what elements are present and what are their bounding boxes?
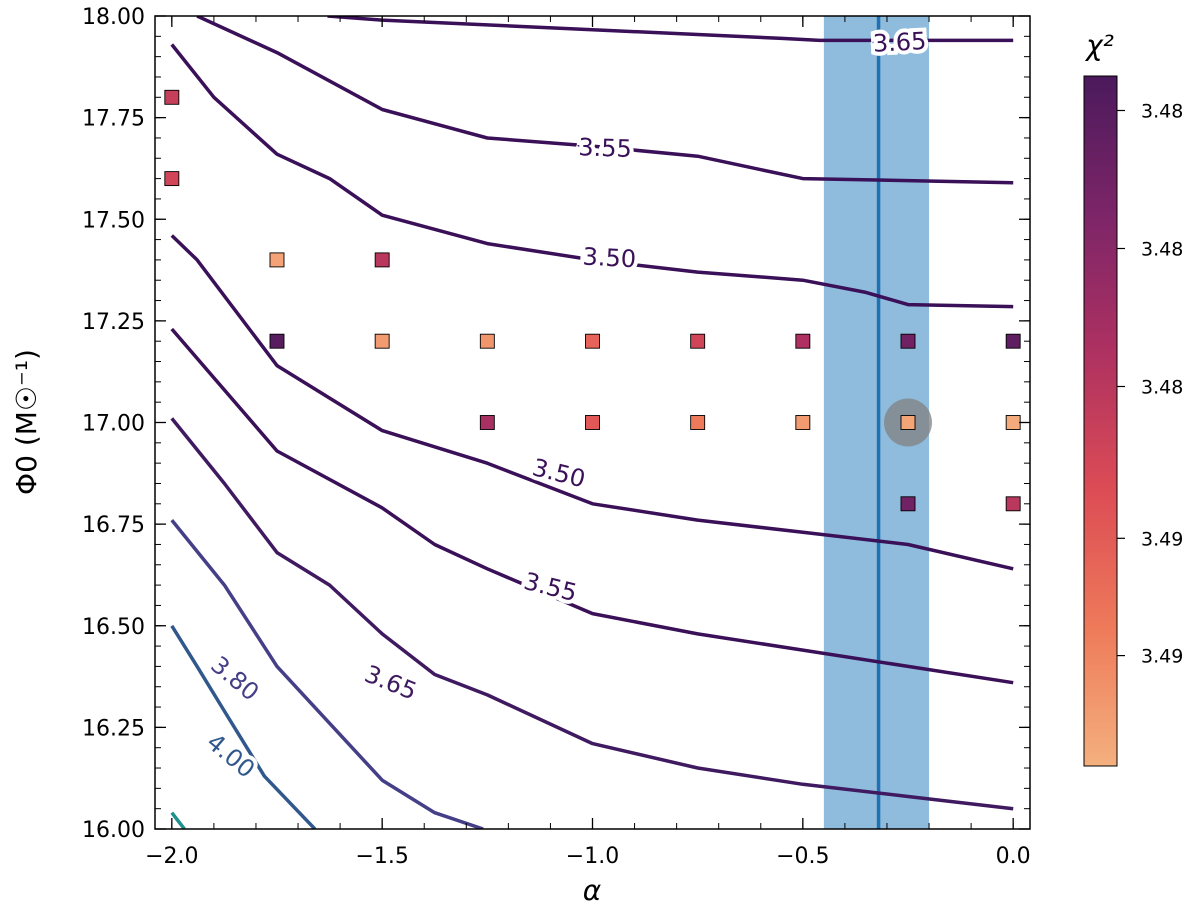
colorbar-tick-label: 3.48 [1141, 377, 1183, 399]
axis-ticks: −2.0 −1.5 −1.0 −0.5 0.0 16.00 16.25 16.50 16.75 1… [82, 5, 1031, 869]
colorbar [1083, 75, 1118, 767]
grid-point [1005, 333, 1021, 349]
contour-line [170, 43, 1014, 309]
colorbar-tick-label: 3.48 [1141, 101, 1183, 123]
contour-line [170, 518, 484, 829]
grid-point [900, 496, 916, 512]
grid-point [690, 415, 706, 430]
contour-label: 3.55 [578, 133, 632, 163]
colorbar-tick-label: 3.49 [1141, 528, 1183, 550]
x-tick-label: −1.5 [355, 844, 408, 869]
colorbar-tick-label: 3.49 [1141, 646, 1183, 668]
contour-label-halo: 3.55 [578, 133, 632, 163]
contour-label: 3.50 [582, 243, 637, 274]
grid-point [900, 415, 916, 430]
contour-label-halo: 3.50 [582, 243, 637, 274]
y-tick-label: 17.50 [82, 208, 145, 233]
grid-point [374, 333, 390, 349]
grid-point [795, 333, 811, 349]
contour-line [170, 811, 186, 829]
contour-label: 3.65 [361, 660, 421, 706]
grid-points [164, 89, 1021, 512]
grid-point [479, 333, 495, 349]
contour-label-halo: 3.65 [872, 27, 927, 58]
grid-point [269, 333, 285, 349]
x-axis-label: α [583, 874, 602, 907]
grid-point [164, 171, 180, 187]
colorbar-ticks: 3.49 3.49 3.48 3.48 3.48 [1117, 101, 1183, 668]
y-tick-label: 16.25 [82, 716, 145, 741]
y-tick-label: 16.75 [82, 513, 145, 538]
x-tick-label: −2.0 [145, 844, 198, 869]
y-tick-label: 17.75 [82, 107, 145, 132]
contour-line [170, 417, 1014, 811]
contour-labels: 3.653.653.553.553.503.503.503.503.553.55… [197, 23, 931, 788]
grid-point [1005, 496, 1021, 512]
y-tick-label: 18.00 [82, 5, 145, 30]
contour-line [327, 16, 1014, 43]
chi2-contours [170, 16, 1014, 829]
y-tick-label: 16.00 [82, 818, 145, 843]
colorbar-label: χ² [1084, 29, 1114, 62]
grid-point [374, 252, 390, 268]
plot-area [164, 16, 1021, 829]
contour-label: 3.55 [521, 567, 580, 607]
grid-point [269, 252, 285, 268]
y-tick-label: 17.00 [82, 412, 145, 437]
grid-point [585, 415, 600, 430]
colorbar-tick-label: 3.48 [1141, 239, 1183, 261]
y-tick-label: 17.25 [82, 310, 145, 335]
contour-line [170, 624, 317, 829]
grid-point [795, 415, 811, 430]
contour-line [170, 234, 1014, 571]
grid-point [690, 333, 706, 349]
grid-point [585, 333, 600, 349]
grid-point [479, 415, 495, 430]
grid-point [164, 89, 180, 105]
contour-line [170, 327, 1014, 685]
x-tick-label: 0.0 [996, 844, 1031, 869]
contour-label: 4.00 [201, 728, 260, 784]
contour-line [196, 16, 1014, 185]
y-axis-label: Φ0 (M☉⁻¹) [10, 349, 43, 495]
grid-point [1005, 415, 1021, 430]
x-tick-label: −0.5 [776, 844, 829, 869]
x-tick-label: −1.0 [566, 844, 619, 869]
grid-point [900, 333, 916, 349]
y-tick-label: 16.50 [82, 615, 145, 640]
contour-label: 3.50 [529, 453, 588, 493]
contour-label: 3.80 [205, 651, 264, 707]
contour-label: 3.65 [872, 27, 927, 58]
